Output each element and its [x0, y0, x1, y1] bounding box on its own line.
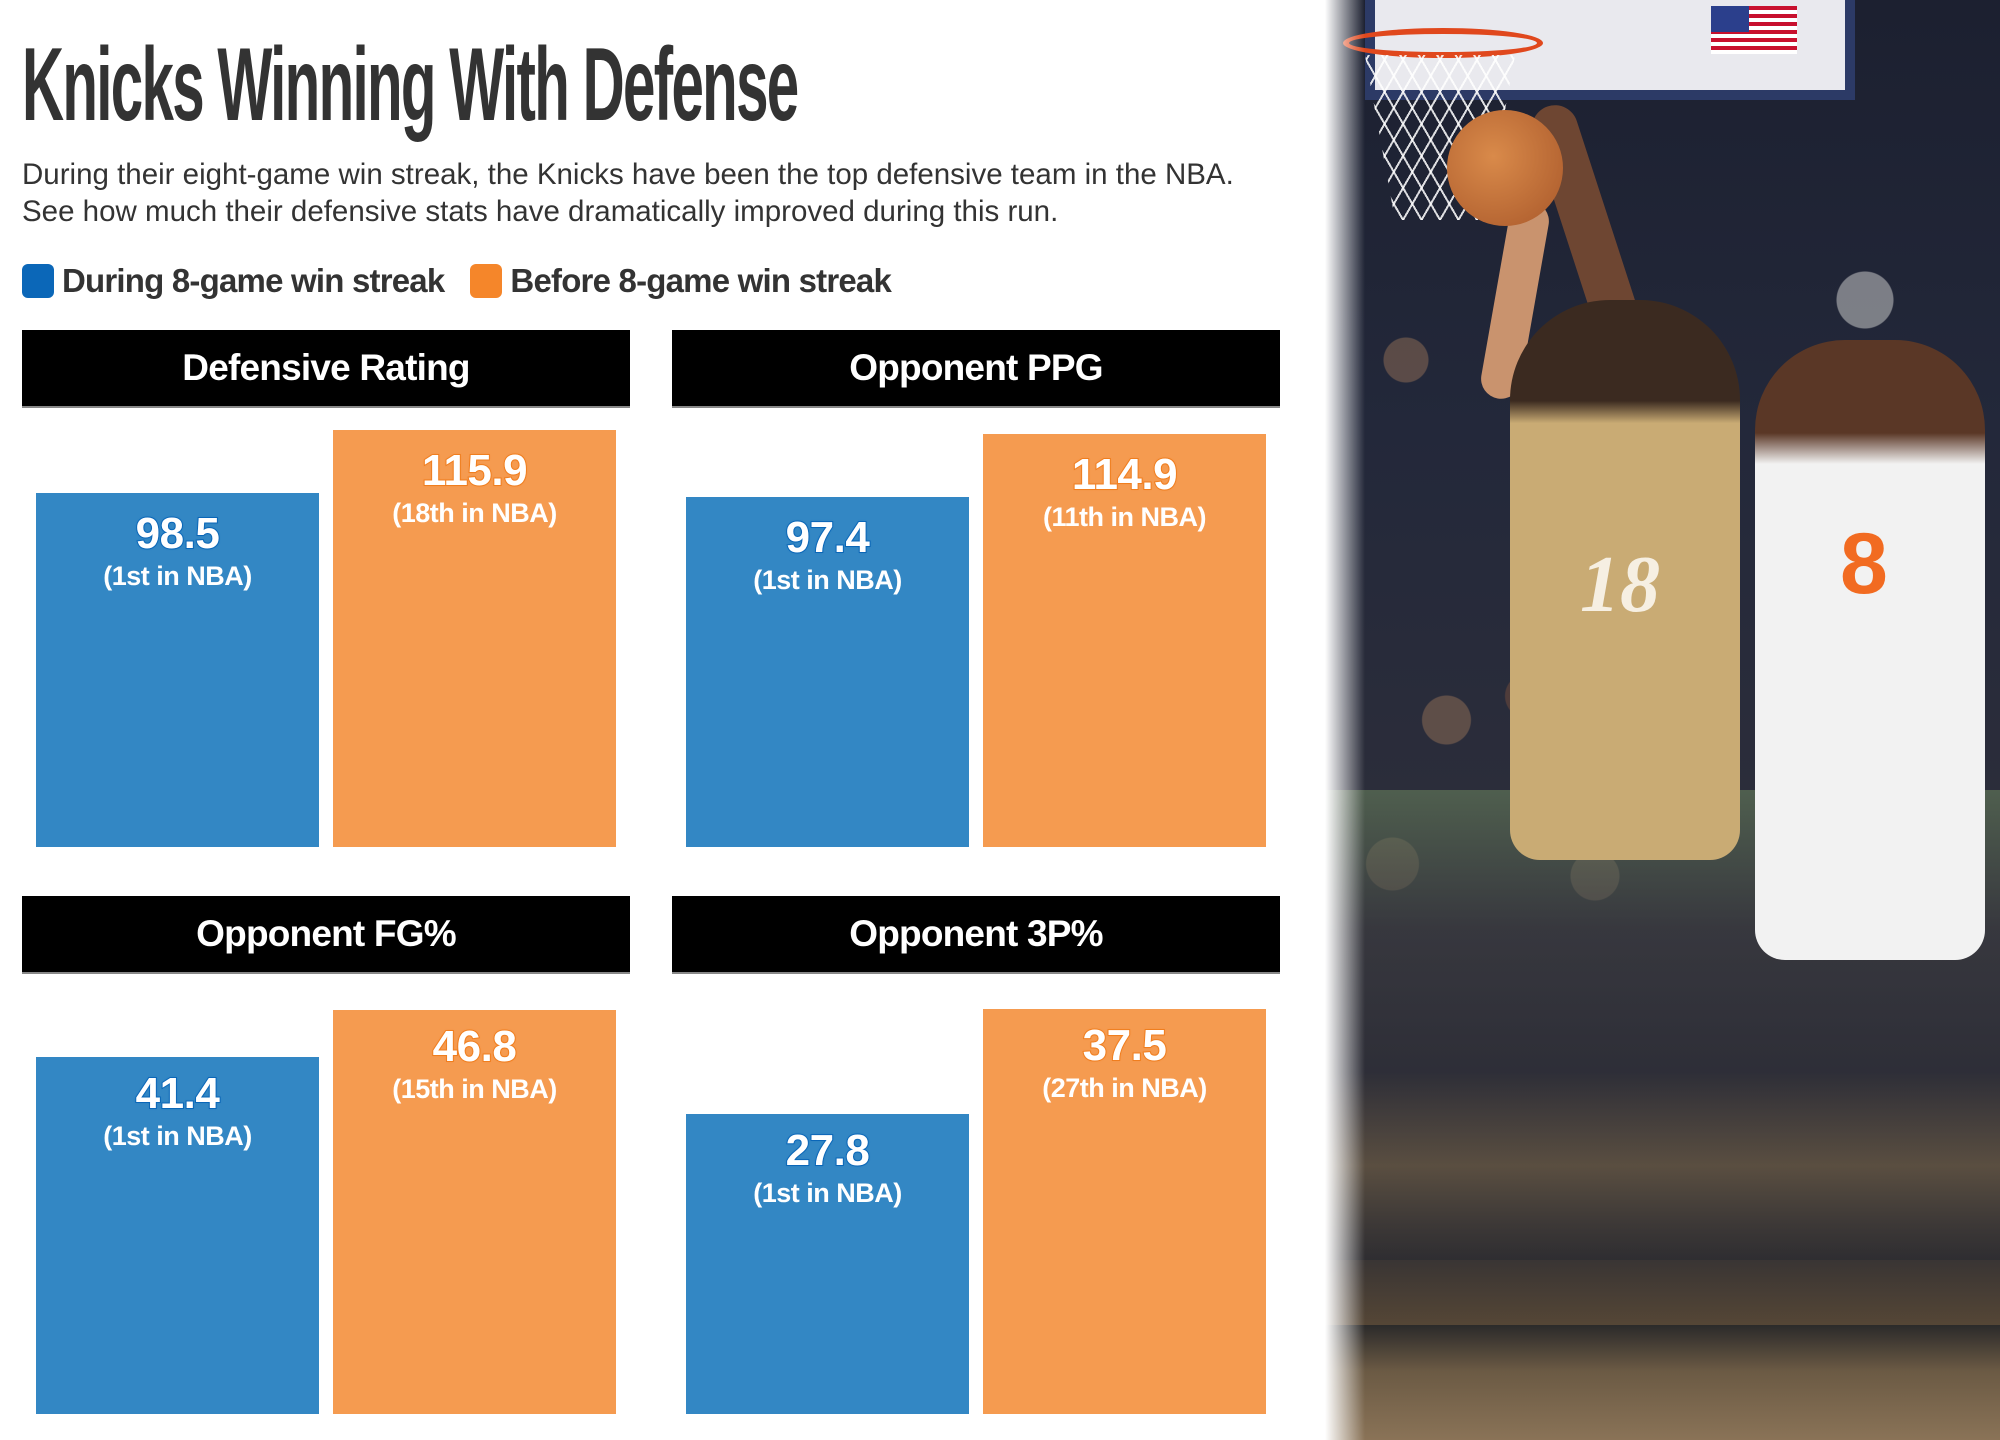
panel-header: Opponent 3P%	[672, 896, 1280, 974]
legend: During 8-game win streak Before 8-game w…	[22, 262, 917, 300]
subtitle-line-1: During their eight-game win streak, the …	[22, 158, 1234, 191]
panel-header: Opponent FG%	[22, 896, 630, 974]
panel-title: Opponent 3P%	[849, 913, 1103, 954]
bar-during: 41.4 (1st in NBA)	[36, 1057, 319, 1414]
bar-rank: (27th in NBA)	[1042, 1073, 1207, 1103]
bar-during: 97.4 (1st in NBA)	[686, 497, 969, 847]
bar-rank: (18th in NBA)	[392, 498, 557, 528]
bar-rank: (1st in NBA)	[103, 1121, 252, 1151]
bar-before: 114.9 (11th in NBA)	[983, 434, 1266, 847]
legend-label-during: During 8-game win streak	[62, 262, 445, 299]
panel-opponent-3p-pct: Opponent 3P% 27.8 (1st in NBA) 37.5 (27t…	[672, 896, 1280, 1414]
basketball-rim	[1343, 28, 1543, 58]
us-flag-icon	[1711, 6, 1797, 54]
basketball	[1447, 110, 1563, 226]
bar-rank: (1st in NBA)	[753, 1178, 902, 1208]
panel-title: Opponent PPG	[849, 347, 1103, 388]
bar-value: 97.4	[785, 512, 871, 563]
panel-opponent-ppg: Opponent PPG 97.4 (1st in NBA) 114.9 (11…	[672, 330, 1280, 848]
bar-during: 98.5 (1st in NBA)	[36, 493, 319, 847]
bar-before: 115.9 (18th in NBA)	[333, 430, 616, 847]
legend-item-during: During 8-game win streak	[22, 262, 445, 300]
bar-value: 114.9	[1071, 449, 1179, 500]
photo-fade-edge	[1325, 0, 1365, 1440]
bar-before: 37.5 (27th in NBA)	[983, 1009, 1266, 1414]
bar-value: 46.8	[432, 1021, 518, 1072]
page-title: Knicks Winning With Defense	[22, 27, 799, 143]
bar-before: 46.8 (15th in NBA)	[333, 1010, 616, 1414]
panel-title: Opponent FG%	[196, 913, 456, 954]
knicks-player-8	[1755, 340, 1985, 960]
bar-rank: (11th in NBA)	[1042, 502, 1207, 532]
legend-swatch-before	[470, 264, 503, 298]
bar-value: 37.5	[1082, 1020, 1168, 1071]
bar-rank: (1st in NBA)	[103, 561, 252, 591]
legend-item-before: Before 8-game win streak	[470, 262, 892, 300]
bar-rank: (15th in NBA)	[392, 1074, 557, 1104]
panel-defensive-rating: Defensive Rating 98.5 (1st in NBA) 115.9…	[22, 330, 630, 848]
bar-value: 41.4	[135, 1068, 221, 1119]
court-floor	[1325, 1325, 2000, 1440]
subtitle: During their eight-game win streak, the …	[22, 156, 1322, 230]
panel-header: Opponent PPG	[672, 330, 1280, 408]
legend-swatch-during	[22, 264, 54, 298]
bar-during: 27.8 (1st in NBA)	[686, 1114, 969, 1414]
subtitle-line-2: See how much their defensive stats have …	[22, 195, 1059, 228]
wizards-player-18	[1510, 300, 1740, 860]
panel-opponent-fg-pct: Opponent FG% 41.4 (1st in NBA) 46.8 (15t…	[22, 896, 630, 1414]
panel-title: Defensive Rating	[182, 347, 470, 388]
panel-header: Defensive Rating	[22, 330, 630, 408]
bar-rank: (1st in NBA)	[753, 565, 902, 595]
bar-value: 27.8	[785, 1125, 871, 1176]
legend-label-before: Before 8-game win streak	[510, 262, 892, 299]
basketball-photo	[1325, 0, 2000, 1440]
bar-value: 115.9	[421, 445, 529, 496]
bar-value: 98.5	[135, 508, 221, 559]
